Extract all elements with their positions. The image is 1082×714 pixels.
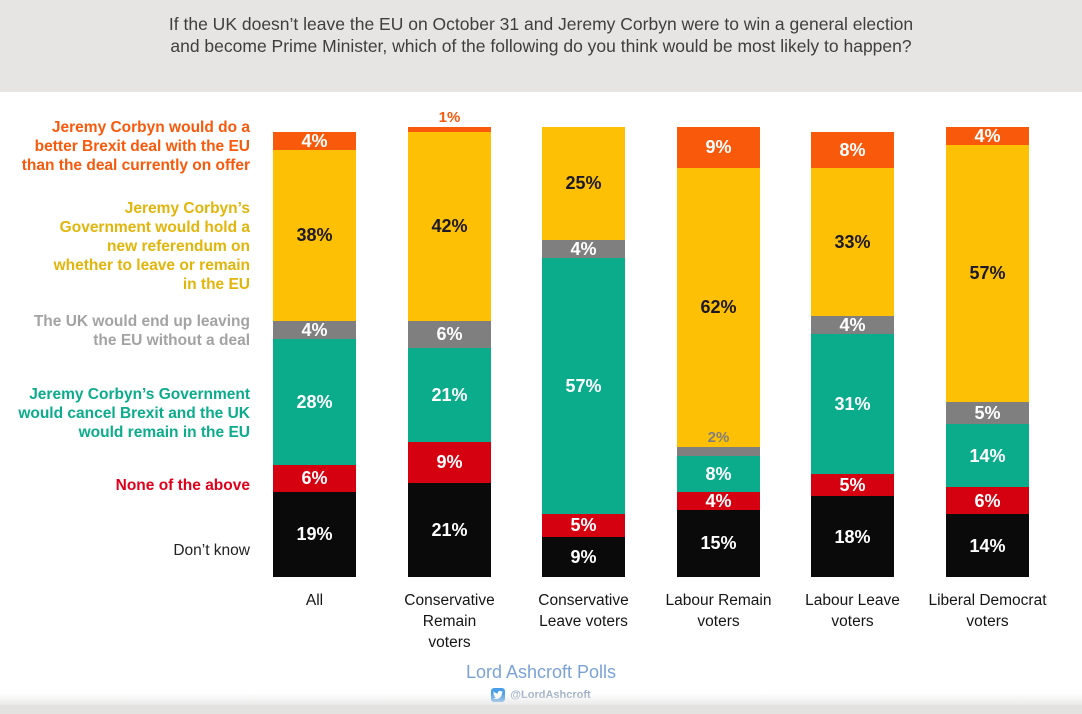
- segment-value-label: 38%: [296, 225, 333, 245]
- legend-item: None of the above: [115, 477, 250, 494]
- segment-value-label: 19%: [296, 524, 333, 545]
- segment-value-label: 28%: [296, 391, 333, 412]
- segment-value-label: 9%: [570, 546, 597, 567]
- segment-value-label: 9%: [705, 137, 732, 158]
- segment-value-label: 21%: [431, 384, 468, 405]
- bar-segment: 4%: [811, 316, 894, 334]
- segment-value-label: 14%: [969, 445, 1006, 466]
- segment-value-label: 8%: [705, 463, 732, 484]
- stacked-bar: 4% 57% 5% 14% 6% 14%: [946, 127, 1029, 577]
- segment-value-label: 18%: [834, 526, 871, 547]
- bar-segment: 62%: [677, 167, 760, 447]
- brand-name: Lord Ashcroft Polls: [465, 662, 617, 682]
- segment-value-label: 5%: [974, 402, 1001, 423]
- bar-segment: 15%: [677, 509, 760, 577]
- bar-segment: 2%: [677, 430, 760, 456]
- category-label: Liberal Democrat voters: [928, 592, 1047, 630]
- bar-segment: 21%: [408, 482, 491, 577]
- stacked-bar: 1% 42% 6% 21% 9% 21%: [408, 110, 491, 577]
- category-label: Conservative Leave voters: [538, 592, 629, 630]
- segment-value-label: 14%: [969, 535, 1006, 556]
- segment-value-label: 4%: [570, 238, 597, 259]
- stacked-bar: 25% 4% 57% 5% 9%: [542, 127, 625, 577]
- segment-value-label: 42%: [431, 216, 468, 236]
- bar-segment: 19%: [273, 491, 356, 577]
- segment-value-label: 6%: [974, 490, 1001, 511]
- bar-segment: 25%: [542, 127, 625, 240]
- bar-segment: 4%: [946, 127, 1029, 145]
- segment-value-label: 33%: [834, 231, 871, 252]
- bar-segment: 6%: [946, 487, 1029, 514]
- bar-segment: 21%: [408, 347, 491, 442]
- bar-segment: 6%: [408, 320, 491, 348]
- bar-segment: 31%: [811, 334, 894, 474]
- segment-value-label: 1%: [438, 109, 461, 126]
- segment-value-label: 9%: [436, 452, 463, 473]
- bar-segment: 9%: [677, 127, 760, 168]
- bar-segment: 18%: [811, 496, 894, 577]
- segment-value-label: 62%: [700, 297, 737, 317]
- bar-segment: 4%: [273, 130, 356, 151]
- bar-segment: 33%: [811, 167, 894, 316]
- legend-item: Jeremy Corbyn would do a better Brexit d…: [21, 119, 250, 174]
- stacked-bar: 8% 33% 4% 31% 5% 18%: [811, 131, 894, 577]
- bar-segment: 4%: [677, 490, 760, 511]
- segment-value-label: 4%: [705, 490, 732, 511]
- bar-segment: 9%: [408, 442, 491, 483]
- category-label: Labour Remain voters: [665, 592, 772, 630]
- bar-segment: 14%: [946, 424, 1029, 487]
- bar-segment: 57%: [542, 257, 625, 514]
- chart-title: If the UK doesn’t leave the EU on Octobe…: [168, 14, 914, 56]
- segment-value-label: 6%: [301, 468, 328, 488]
- segment-value-label: 4%: [301, 130, 328, 151]
- segment-value-label: 8%: [839, 139, 866, 160]
- bar-segment: 5%: [811, 473, 894, 496]
- bar-segment: 8%: [677, 455, 760, 492]
- segment-value-label: 5%: [570, 515, 597, 536]
- legend-item: The UK would end up leaving the EU witho…: [33, 313, 250, 349]
- bar-segment: 4%: [542, 238, 625, 259]
- bar-segment: 42%: [408, 131, 491, 321]
- category-label: Conservative Remain voters: [404, 592, 495, 651]
- title-band: If the UK doesn’t leave the EU on Octobe…: [0, 0, 1082, 92]
- segment-value-label: 15%: [700, 533, 737, 554]
- legend-item: Jeremy Corbyn’s Government would hold a …: [53, 200, 250, 293]
- segment-value-label: 4%: [301, 319, 328, 340]
- bar-segment: 4%: [273, 319, 356, 340]
- bar-segment: 57%: [946, 145, 1029, 402]
- category-label: Labour Leave voters: [805, 592, 900, 630]
- bar-segment: 1%: [408, 110, 491, 132]
- bar-segment: 38%: [273, 149, 356, 321]
- bar-segment: 14%: [946, 514, 1029, 577]
- bar-segment: 8%: [811, 131, 894, 168]
- bar-segment: 5%: [946, 401, 1029, 424]
- segment-value-label: 4%: [839, 315, 866, 335]
- bar-segment: 28%: [273, 338, 356, 465]
- segment-value-label: 31%: [834, 393, 871, 414]
- segment-value-label: 25%: [565, 173, 602, 194]
- bar-segment: 5%: [542, 514, 625, 537]
- legend-item: Don’t know: [173, 542, 250, 559]
- stacked-bar: 9% 62% 2% 8% 4% 15%: [677, 127, 760, 577]
- segment-value-label: 21%: [431, 519, 468, 540]
- segment-value-label: 4%: [974, 126, 1001, 146]
- segment-value-label: 2%: [707, 428, 730, 446]
- bar-segment: 9%: [542, 536, 625, 577]
- segment-value-label: 57%: [565, 375, 602, 396]
- segment-value-label: 57%: [969, 263, 1006, 284]
- page-bottom-edge: [0, 693, 1082, 714]
- category-label: All: [305, 592, 324, 609]
- legend-item: Jeremy Corbyn’s Government would cancel …: [18, 386, 250, 441]
- segment-value-label: 5%: [839, 474, 866, 495]
- segment-value-label: 6%: [436, 324, 463, 344]
- stacked-bar: 4% 38% 4% 28% 6% 19%: [273, 130, 356, 577]
- bar-segment: 6%: [273, 464, 356, 492]
